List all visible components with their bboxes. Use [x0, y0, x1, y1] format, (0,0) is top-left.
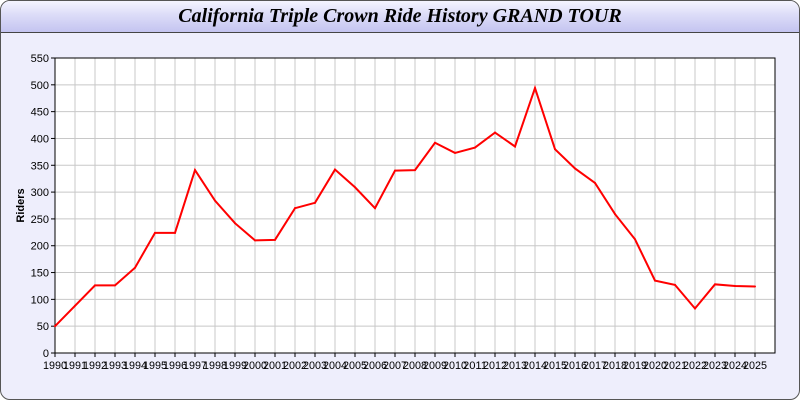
y-tick-label: 350 — [31, 160, 49, 172]
x-tick-label: 2020 — [643, 360, 667, 372]
y-tick-label: 300 — [31, 187, 49, 199]
data-point — [74, 304, 76, 307]
data-point — [714, 283, 716, 286]
data-point — [234, 222, 236, 225]
data-point — [294, 207, 296, 210]
data-point — [514, 145, 516, 148]
y-tick-label: 0 — [43, 348, 49, 360]
data-point — [254, 239, 256, 242]
data-point — [734, 284, 736, 287]
x-tick-label: 2022 — [683, 360, 707, 372]
x-tick-label: 1991 — [63, 360, 87, 372]
x-tick-label: 2014 — [523, 360, 547, 372]
x-tick-label: 1992 — [83, 360, 107, 372]
y-tick-label: 500 — [31, 80, 49, 92]
data-point — [354, 186, 356, 189]
title-banner: California Triple Crown Ride History GRA… — [1, 1, 799, 33]
x-tick-label: 1990 — [43, 360, 67, 372]
data-point — [614, 213, 616, 216]
data-point — [414, 169, 416, 172]
data-point — [154, 231, 156, 234]
data-point — [534, 87, 536, 90]
chart-title: California Triple Crown Ride History GRA… — [178, 5, 622, 27]
x-tick-label: 1994 — [123, 360, 147, 372]
data-point — [94, 284, 96, 287]
y-tick-label: 550 — [31, 53, 49, 65]
x-tick-label: 2013 — [503, 360, 527, 372]
data-point — [454, 151, 456, 154]
data-point — [674, 283, 676, 286]
data-point — [594, 181, 596, 184]
x-tick-label: 2023 — [703, 360, 727, 372]
x-tick-label: 2016 — [563, 360, 587, 372]
x-tick-label: 2019 — [623, 360, 647, 372]
data-point — [494, 131, 496, 134]
data-point — [754, 285, 756, 288]
data-point — [54, 325, 56, 328]
data-point — [574, 167, 576, 170]
x-tick-label: 2000 — [243, 360, 267, 372]
x-tick-label: 2006 — [363, 360, 387, 372]
y-tick-label: 150 — [31, 268, 49, 280]
data-point — [194, 169, 196, 172]
x-tick-label: 2021 — [663, 360, 687, 372]
y-tick-label: 250 — [31, 214, 49, 226]
x-tick-label: 1998 — [203, 360, 227, 372]
x-tick-label: 2004 — [323, 360, 347, 372]
x-tick-label: 1997 — [183, 360, 207, 372]
x-tick-label: 2018 — [603, 360, 627, 372]
x-tick-label: 2007 — [383, 360, 407, 372]
data-point — [554, 148, 556, 151]
x-tick-label: 1993 — [103, 360, 127, 372]
x-tick-label: 2010 — [443, 360, 467, 372]
x-tick-label: 1995 — [143, 360, 167, 372]
data-line — [54, 84, 756, 327]
y-tick-label: 50 — [37, 321, 49, 333]
x-tick-label: 2012 — [483, 360, 507, 372]
x-tick-label: 2015 — [543, 360, 567, 372]
y-tick-label: 450 — [31, 107, 49, 119]
data-point — [374, 207, 376, 210]
x-tick-label: 2009 — [423, 360, 447, 372]
data-point — [174, 231, 176, 234]
y-tick-label: 400 — [31, 133, 49, 145]
data-point — [314, 201, 316, 204]
x-tick-label: 2003 — [303, 360, 327, 372]
x-tick-label: 2008 — [403, 360, 427, 372]
x-tick-label: 2011 — [463, 360, 487, 372]
x-tick-label: 1996 — [163, 360, 187, 372]
y-tick-label: 200 — [31, 241, 49, 253]
x-tick-label: 2001 — [263, 360, 287, 372]
data-point — [114, 284, 116, 287]
y-axis-label: Riders — [15, 188, 27, 222]
x-tick-label: 2017 — [583, 360, 607, 372]
y-tick-label: 100 — [31, 294, 49, 306]
data-point — [434, 141, 436, 144]
data-point — [634, 238, 636, 241]
data-point — [654, 279, 656, 282]
data-point — [214, 199, 216, 202]
data-point — [334, 168, 336, 171]
plot-border — [54, 57, 776, 354]
data-point — [474, 146, 476, 149]
x-tick-label: 2025 — [743, 360, 767, 372]
x-tick-label: 2005 — [343, 360, 367, 372]
x-tick-label: 2002 — [283, 360, 307, 372]
x-tick-label: 1999 — [223, 360, 247, 372]
data-point — [694, 307, 696, 310]
x-tick-label: 2024 — [723, 360, 747, 372]
data-point — [134, 266, 136, 269]
data-point — [394, 169, 396, 172]
data-point — [274, 238, 276, 241]
